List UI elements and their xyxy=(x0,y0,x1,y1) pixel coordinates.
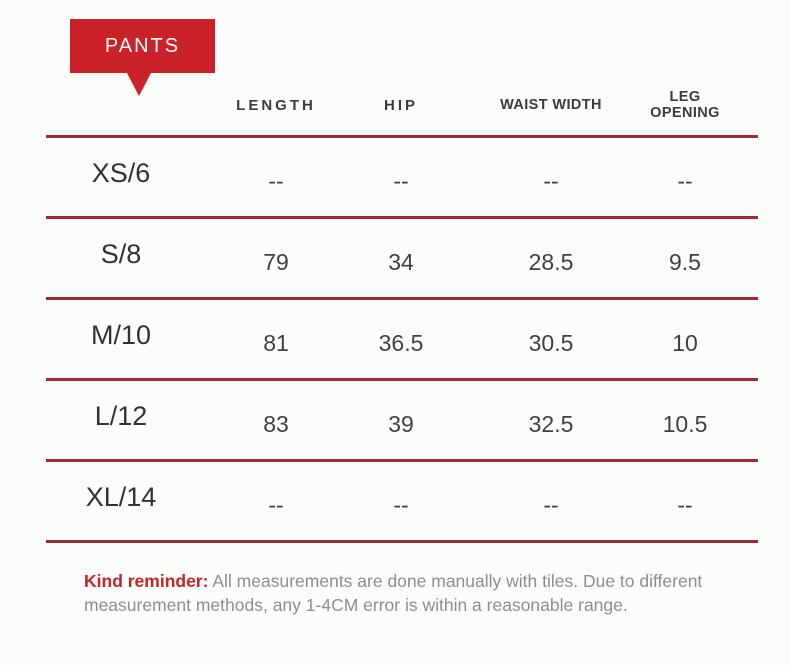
value-cell-length: -- xyxy=(268,167,284,194)
pants-tag-label: PANTS xyxy=(104,34,181,57)
size-cell: L/12 xyxy=(94,400,148,431)
header-length: LENGTH xyxy=(236,96,316,114)
value-cell-waist-width: 28.5 xyxy=(528,248,574,275)
table-row-m10: M/10 81 36.5 30.5 10 xyxy=(46,297,758,378)
value-cell-leg-opening: 10.5 xyxy=(662,410,708,437)
value-cell-length: 83 xyxy=(263,410,289,437)
value-cell-hip: 36.5 xyxy=(378,329,424,356)
value-cell-leg-opening: 9.5 xyxy=(669,248,701,275)
size-cell: S/8 xyxy=(100,238,142,269)
reminder-line-2: measurement methods, any 1-4CM error is … xyxy=(84,595,628,615)
value-cell-hip: 39 xyxy=(388,410,414,437)
reminder-line-1: Kind reminder: All measurements are done… xyxy=(84,569,702,593)
header-leg-opening: LEG OPENING xyxy=(650,89,720,121)
size-cell: XL/14 xyxy=(85,481,157,512)
size-cell: M/10 xyxy=(90,319,152,350)
table-header-row: LENGTH HIP WAIST WIDTH LEG OPENING xyxy=(46,88,758,122)
size-table: XS/6 -- -- -- -- S/8 79 34 28.5 9.5 M/10… xyxy=(46,135,758,543)
table-row-l12: L/12 83 39 32.5 10.5 xyxy=(46,378,758,459)
reminder-text-1: All measurements are done manually with … xyxy=(212,571,703,591)
pants-tag: PANTS xyxy=(70,19,215,73)
size-cell: XS/6 xyxy=(91,157,151,188)
header-size-spacer xyxy=(46,88,196,122)
value-cell-waist-width: 32.5 xyxy=(528,410,574,437)
header-waist-width: WAIST WIDTH xyxy=(500,97,602,113)
table-row-xs6: XS/6 -- -- -- -- xyxy=(46,135,758,216)
reminder-label: Kind reminder: xyxy=(84,571,209,591)
value-cell-leg-opening: 10 xyxy=(672,329,698,356)
value-cell-hip: -- xyxy=(393,491,409,518)
value-cell-leg-opening: -- xyxy=(677,491,693,518)
header-hip: HIP xyxy=(383,96,418,114)
value-cell-waist-width: 30.5 xyxy=(528,329,574,356)
table-row-xl14: XL/14 -- -- -- -- xyxy=(46,459,758,543)
value-cell-length: -- xyxy=(268,491,284,518)
value-cell-waist-width: -- xyxy=(543,167,559,194)
value-cell-waist-width: -- xyxy=(543,491,559,518)
value-cell-hip: -- xyxy=(393,167,409,194)
kind-reminder: Kind reminder: All measurements are done… xyxy=(84,569,702,617)
tag-pointer-icon xyxy=(127,73,151,96)
value-cell-length: 79 xyxy=(263,248,289,275)
value-cell-leg-opening: -- xyxy=(677,167,693,194)
table-row-s8: S/8 79 34 28.5 9.5 xyxy=(46,216,758,297)
value-cell-hip: 34 xyxy=(388,248,414,275)
value-cell-length: 81 xyxy=(263,329,289,356)
